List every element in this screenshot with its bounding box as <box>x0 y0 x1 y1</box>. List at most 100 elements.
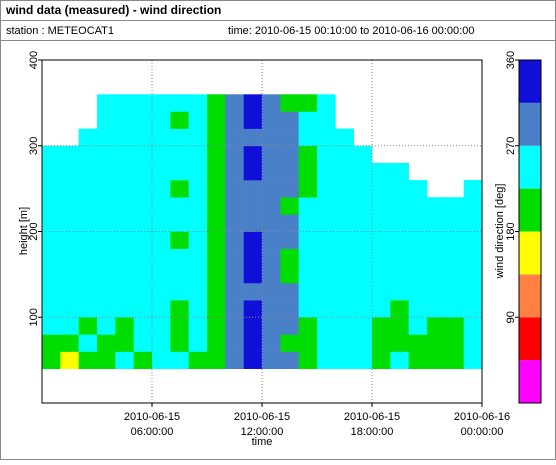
cell <box>60 145 79 164</box>
cell <box>133 180 153 198</box>
cell <box>445 248 464 267</box>
cell <box>60 351 79 369</box>
cell <box>78 180 98 198</box>
cell <box>262 180 281 198</box>
cell <box>152 351 171 369</box>
cell <box>298 265 318 284</box>
cell <box>115 248 134 267</box>
cell <box>390 180 409 198</box>
cell <box>207 197 226 215</box>
cell <box>207 248 226 267</box>
y-axis-label: height [m] <box>18 207 30 255</box>
cell <box>243 197 263 215</box>
cell <box>408 265 428 284</box>
cell <box>170 214 189 232</box>
cell <box>463 317 483 335</box>
cell <box>97 334 116 352</box>
cell <box>280 282 299 301</box>
y-tick-label: 300 <box>28 137 40 155</box>
cell <box>463 265 483 284</box>
cell <box>225 145 244 164</box>
cell <box>225 317 244 335</box>
cell <box>188 111 208 129</box>
cell <box>372 180 391 198</box>
cell <box>262 214 281 232</box>
cell <box>188 265 208 284</box>
cell <box>372 162 391 181</box>
cell <box>78 128 98 147</box>
cell <box>243 145 263 164</box>
cell <box>280 300 299 318</box>
cell <box>115 111 134 129</box>
y-tick-label: 100 <box>28 308 40 326</box>
cell <box>207 282 226 301</box>
cell <box>78 248 98 267</box>
cell <box>298 94 318 112</box>
cell <box>188 128 208 147</box>
cell <box>225 334 244 352</box>
cell <box>115 282 134 301</box>
cell <box>262 317 281 335</box>
cell <box>115 162 134 181</box>
cell <box>298 351 318 369</box>
cell <box>78 282 98 301</box>
cell <box>60 197 79 215</box>
cell <box>262 265 281 284</box>
cell <box>408 180 428 198</box>
cell <box>445 351 464 369</box>
cell <box>390 282 409 301</box>
cell <box>170 162 189 181</box>
cell <box>133 231 153 249</box>
cell <box>188 214 208 232</box>
cell <box>97 162 116 181</box>
cell <box>97 180 116 198</box>
cell <box>133 111 153 129</box>
cell <box>372 197 391 215</box>
cell <box>243 300 263 318</box>
cell <box>170 248 189 267</box>
cell <box>408 334 428 352</box>
cell <box>390 300 409 318</box>
x-axis-label: time <box>252 436 273 448</box>
cell <box>60 180 79 198</box>
plot-border <box>41 59 483 404</box>
cell <box>262 162 281 181</box>
cell <box>152 180 171 198</box>
cell <box>280 145 299 164</box>
cell <box>390 214 409 232</box>
cell <box>133 197 153 215</box>
cell <box>298 197 318 215</box>
cell <box>207 214 226 232</box>
cell <box>390 334 409 352</box>
cell <box>335 162 354 181</box>
cell <box>133 334 153 352</box>
cell <box>408 248 428 267</box>
cell <box>170 300 189 318</box>
cell <box>298 334 318 352</box>
cell <box>427 317 446 335</box>
cell <box>78 300 98 318</box>
cell <box>170 145 189 164</box>
cell <box>188 300 208 318</box>
cell <box>60 162 79 181</box>
cell <box>42 334 61 352</box>
cell <box>78 231 98 249</box>
cell <box>170 128 189 147</box>
cell <box>133 300 153 318</box>
cell <box>317 300 336 318</box>
cell <box>170 282 189 301</box>
cell <box>408 300 428 318</box>
cell <box>133 128 153 147</box>
cell <box>280 128 299 147</box>
cell <box>262 300 281 318</box>
cell <box>408 317 428 335</box>
cell <box>445 282 464 301</box>
cell <box>427 265 446 284</box>
cell <box>133 162 153 181</box>
cell <box>42 162 61 181</box>
cell <box>207 111 226 129</box>
cell <box>335 128 354 147</box>
cell <box>390 317 409 335</box>
cell <box>60 214 79 232</box>
cell <box>445 214 464 232</box>
